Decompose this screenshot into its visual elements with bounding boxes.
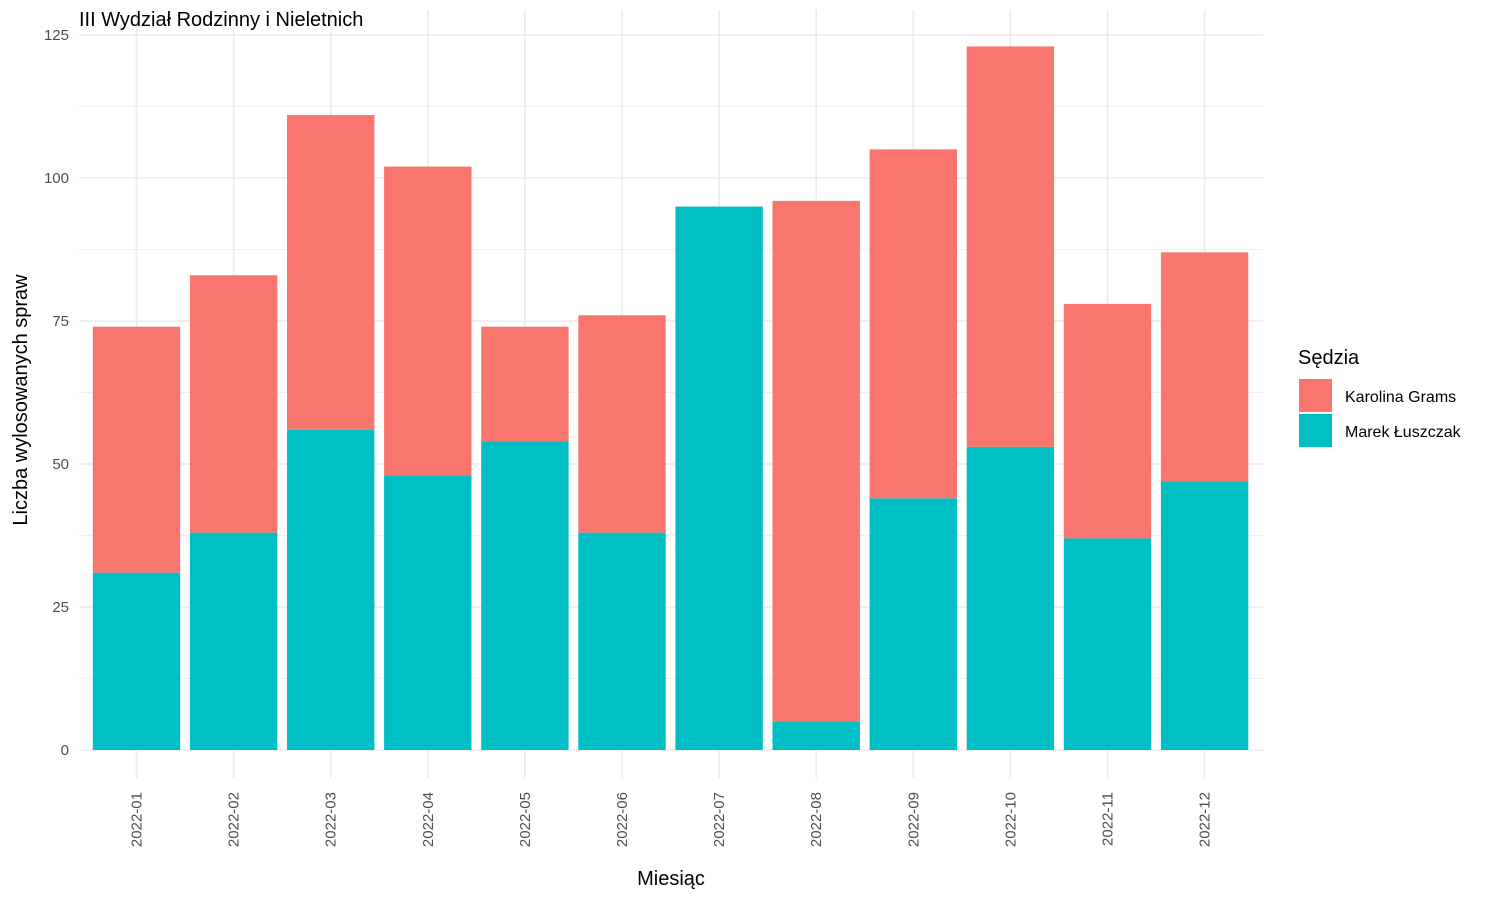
x-tick-label: 2022-04: [420, 792, 437, 847]
bar-2022-09-marek-uszczak: [869, 498, 957, 750]
bar-2022-01-karolina-grams: [92, 326, 181, 573]
legend-key-marek-uszczak: [1299, 414, 1332, 447]
bar-2022-06-marek-uszczak: [578, 532, 666, 750]
x-tick-label: 2022-08: [808, 792, 825, 847]
y-axis-ticks: 0 25 50 75 100 125: [44, 27, 69, 759]
bar-2022-09-karolina-grams: [869, 149, 957, 499]
bar-2022-04-karolina-grams: [384, 166, 472, 476]
x-tick-label: 2022-02: [226, 792, 243, 847]
x-tick-label: 2022-03: [323, 792, 340, 847]
bar-2022-03-karolina-grams: [287, 115, 375, 430]
x-axis-ticks: 2022-01 2022-02 2022-03 2022-04 2022-05 2022-…: [129, 792, 1214, 847]
bar-2022-11-marek-uszczak: [1063, 538, 1152, 750]
bar-2022-12-marek-uszczak: [1160, 481, 1249, 750]
x-tick-label: 2022-09: [905, 792, 922, 847]
bar-2022-07-marek-uszczak: [675, 206, 763, 751]
x-axis-title: Miesiąc: [637, 868, 705, 890]
legend-label-karolina-grams: Karolina Grams: [1345, 389, 1456, 406]
x-tick-label: 2022-10: [1002, 792, 1019, 847]
legend-key-karolina-grams: [1299, 379, 1332, 412]
x-tick-label: 2022-05: [517, 792, 534, 847]
bar-2022-03-marek-uszczak: [287, 429, 375, 750]
bar-2022-11-karolina-grams: [1063, 303, 1152, 539]
bars: [92, 46, 1249, 751]
legend: Sędzia Karolina Grams Marek Łuszczak: [1298, 347, 1462, 447]
legend-title: Sędzia: [1298, 347, 1360, 369]
y-tick-label: 75: [52, 313, 69, 330]
bar-2022-04-marek-uszczak: [384, 475, 472, 750]
bar-2022-05-marek-uszczak: [481, 441, 569, 750]
x-tick-label: 2022-11: [1100, 792, 1117, 846]
bar-2022-01-marek-uszczak: [92, 572, 181, 750]
bar-2022-10-marek-uszczak: [966, 446, 1055, 750]
bar-2022-02-marek-uszczak: [189, 532, 278, 750]
bar-2022-08-karolina-grams: [772, 200, 860, 722]
bar-2022-10-karolina-grams: [966, 46, 1055, 447]
y-tick-label: 0: [61, 742, 69, 759]
x-tick-label: 2022-12: [1197, 792, 1214, 847]
y-axis-title: Liczba wylosowanych spraw: [10, 274, 32, 526]
bar-2022-08-marek-uszczak: [772, 721, 860, 750]
bar-2022-02-karolina-grams: [189, 275, 278, 533]
y-tick-label: 125: [44, 27, 69, 44]
y-tick-label: 50: [52, 456, 69, 473]
y-tick-label: 25: [52, 599, 69, 616]
bar-2022-06-karolina-grams: [578, 315, 666, 533]
x-tick-label: 2022-06: [614, 792, 631, 847]
y-tick-label: 100: [44, 170, 69, 187]
x-tick-label: 2022-07: [711, 792, 728, 847]
chart-title: III Wydział Rodzinny i Nieletnich: [79, 9, 363, 31]
bar-2022-05-karolina-grams: [481, 326, 569, 442]
legend-label-marek-uszczak: Marek Łuszczak: [1345, 424, 1462, 441]
bar-2022-12-karolina-grams: [1160, 252, 1249, 482]
x-tick-label: 2022-01: [129, 792, 146, 847]
